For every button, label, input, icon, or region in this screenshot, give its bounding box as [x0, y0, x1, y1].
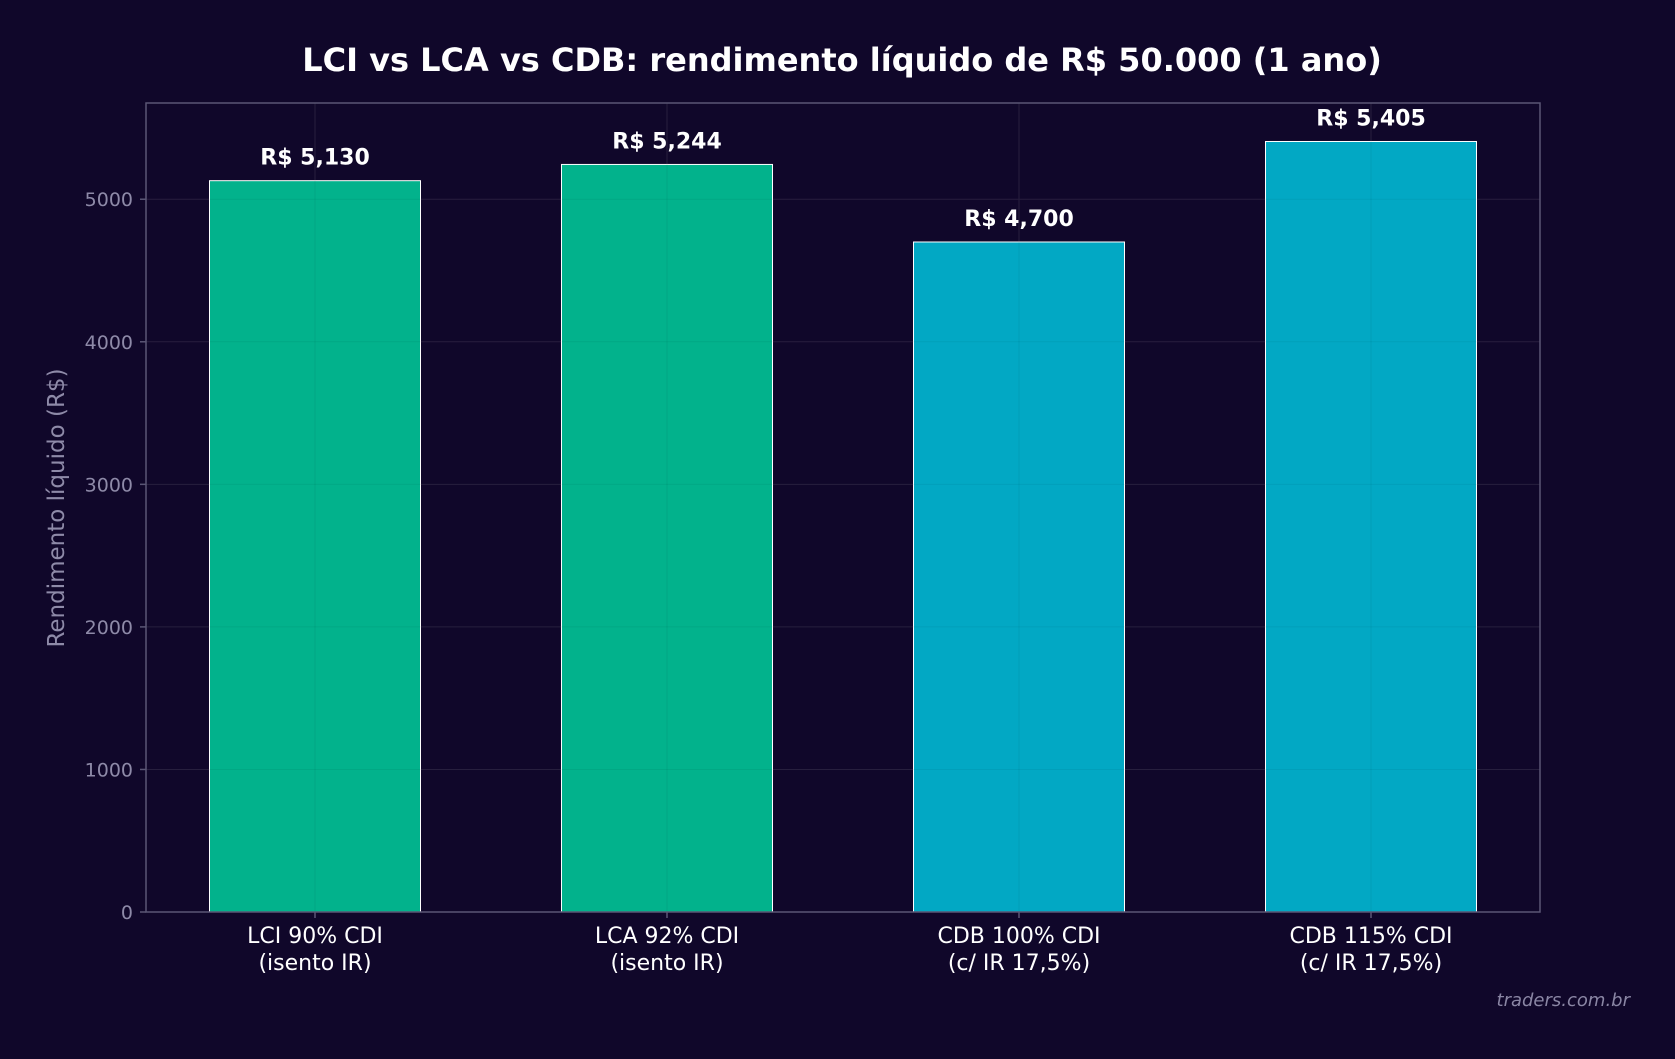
x-tick-label: CDB 100% CDI (c/ IR 17,5%) — [937, 924, 1100, 976]
plot-area: R$ 5,130 R$ 5,244 R$ 4,700 R$ 5,405 0 1000 200… — [85, 102, 1541, 976]
axes-frame — [145, 102, 1541, 913]
bar — [561, 163, 773, 913]
y-tick-label: 4000 — [85, 332, 133, 354]
x-tick-label: CDB 115% CDI (c/ IR 17,5%) — [1289, 924, 1452, 976]
bar — [209, 180, 421, 913]
x-tick-label: LCA 92% CDI (isento IR) — [595, 924, 739, 976]
y-axis-label: Rendimento líquido (R$) — [44, 368, 70, 647]
y-tick-label: 0 — [121, 902, 133, 924]
y-tick-label: 3000 — [85, 474, 133, 496]
bar — [1265, 140, 1477, 913]
bar-value-label: R$ 5,130 — [260, 146, 370, 171]
y-tick-label: 1000 — [85, 759, 133, 781]
x-tick-label-line: (isento IR) — [610, 951, 723, 976]
bar — [913, 241, 1125, 913]
watermark-text: traders.com.br — [1497, 990, 1632, 1011]
x-tick-label: LCI 90% CDI (isento IR) — [247, 924, 383, 976]
y-tick-label: 2000 — [85, 617, 133, 639]
x-tick-label-line: CDB 115% CDI — [1289, 924, 1452, 949]
x-tick-label-line: (c/ IR 17,5%) — [1300, 951, 1442, 976]
x-tick-label-line: LCA 92% CDI — [595, 924, 739, 949]
bar-value-label: R$ 4,700 — [964, 207, 1074, 232]
x-tick-label-line: CDB 100% CDI — [937, 924, 1100, 949]
y-tick-label: 5000 — [85, 189, 133, 211]
x-tick-label-line: LCI 90% CDI — [247, 924, 383, 949]
bar-value-label: R$ 5,244 — [612, 129, 722, 154]
x-tick-label-line: (c/ IR 17,5%) — [948, 951, 1090, 976]
bar-value-label: R$ 5,405 — [1316, 106, 1426, 131]
chart-title: LCI vs LCA vs CDB: rendimento líquido de… — [302, 41, 1382, 79]
x-tick-label-line: (isento IR) — [258, 951, 371, 976]
